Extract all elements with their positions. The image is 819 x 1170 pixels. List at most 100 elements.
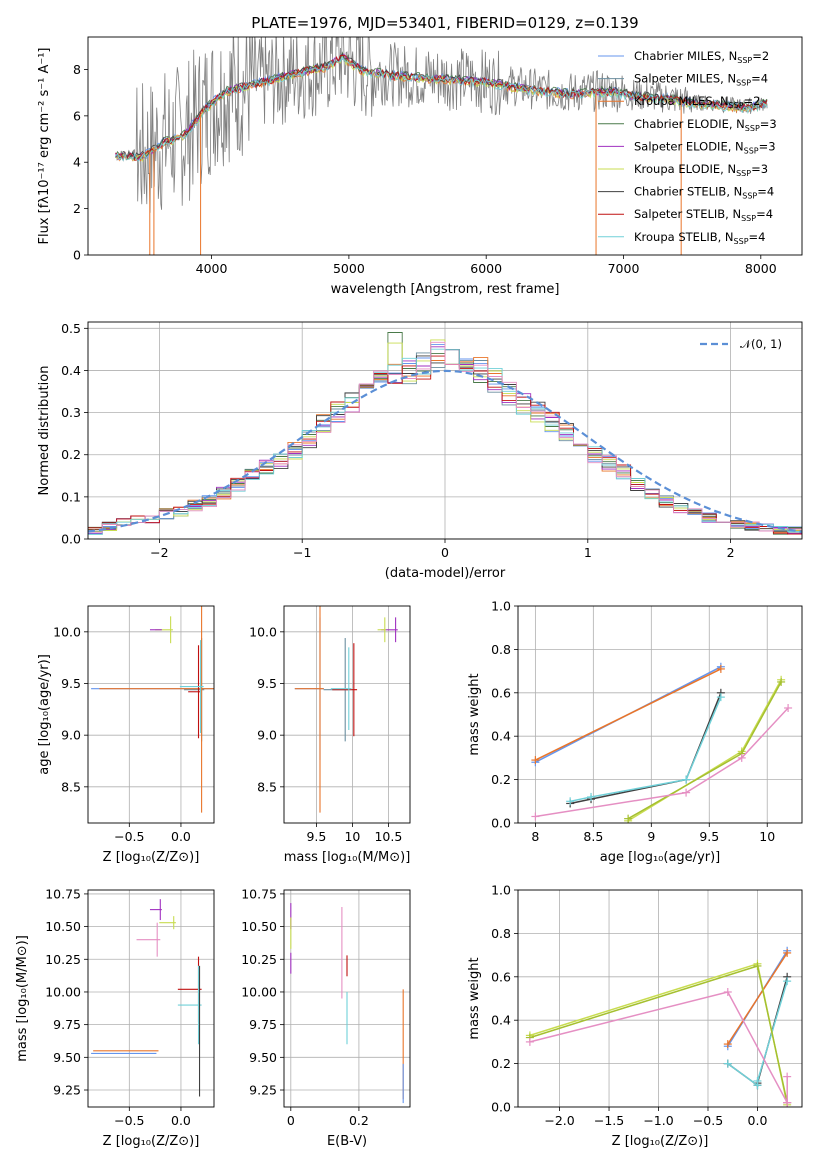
x-axis-label: mass [log₁₀(M/M⊙)] xyxy=(284,850,411,865)
y-tick-label: 10.25 xyxy=(45,952,81,967)
y-tick-label: 0.1 xyxy=(61,489,81,504)
errorbar-point xyxy=(159,916,176,930)
y-axis-label: Normed distribution xyxy=(37,366,52,496)
y-tick-label: 10.50 xyxy=(45,919,81,934)
y-axis-label: mass weight xyxy=(467,673,482,755)
x-tick-label: 7000 xyxy=(608,261,640,276)
x-tick-label: −2 xyxy=(150,545,168,560)
legend-label: Chabrier STELIB, NSSP=4 xyxy=(634,185,774,201)
errorbar-point xyxy=(179,640,204,734)
weight-marker xyxy=(723,1059,732,1068)
plot-area xyxy=(115,37,768,255)
y-tick-label: 0.0 xyxy=(61,532,81,547)
weight-marker xyxy=(682,788,691,797)
y-tick-label: 0.6 xyxy=(491,685,511,700)
y-tick-label: 10.00 xyxy=(241,984,277,999)
x-tick-label: −0.5 xyxy=(114,829,144,844)
legend-label: Chabrier ELODIE, NSSP=3 xyxy=(634,117,777,133)
y-tick-label: 0.4 xyxy=(61,363,81,378)
y-tick-label: 2 xyxy=(73,201,81,216)
axes-frame xyxy=(283,605,411,824)
x-tick-label: 0.0 xyxy=(748,1113,768,1128)
weight-series xyxy=(727,952,788,1045)
y-tick-label: 9.25 xyxy=(249,1083,277,1098)
errorbar-point xyxy=(294,606,324,813)
x-axis-label: E(B-V) xyxy=(327,1134,367,1149)
x-tick-label: 1 xyxy=(584,545,592,560)
y-tick-label: 4 xyxy=(73,155,81,170)
y-tick-label: 0 xyxy=(73,248,81,263)
weight-marker xyxy=(777,677,786,686)
x-tick-label: 5000 xyxy=(333,261,365,276)
weight-marker xyxy=(783,1098,792,1107)
normal-curve xyxy=(88,369,802,533)
weight-marker xyxy=(525,1037,534,1046)
x-tick-label: 0 xyxy=(287,1113,295,1128)
y-axis-label: Flux [fλ10⁻¹⁷ erg cm⁻² s⁻¹ A⁻¹] xyxy=(37,48,52,245)
x-tick-label: 10 xyxy=(344,829,360,844)
weight-marker xyxy=(753,1076,762,1085)
x-tick-label: −1 xyxy=(293,545,311,560)
y-tick-label: 1.0 xyxy=(491,883,511,898)
legend-label: Salpeter MILES, NSSP=4 xyxy=(634,72,768,88)
y-tick-label: 0.2 xyxy=(491,1056,511,1071)
y-tick-label: 0.2 xyxy=(491,772,511,787)
y-tick-label: 9.5 xyxy=(61,676,81,691)
figure-title: PLATE=1976, MJD=53401, FIBERID=0129, z=0… xyxy=(251,14,638,32)
x-tick-label: −0.5 xyxy=(114,1113,144,1128)
legend-label: 𝒩(0, 1) xyxy=(740,337,782,351)
weight-marker xyxy=(737,753,746,762)
y-tick-label: 9.75 xyxy=(249,1017,277,1032)
x-tick-label: −2.0 xyxy=(544,1113,574,1128)
x-tick-label: 0.2 xyxy=(349,1113,369,1128)
x-tick-label: −0.5 xyxy=(693,1113,723,1128)
y-tick-label: 9.50 xyxy=(249,1050,277,1065)
weight-series xyxy=(570,696,722,803)
y-tick-label: 10.25 xyxy=(241,952,277,967)
x-tick-label: 0 xyxy=(441,545,449,560)
x-axis-label: Z [log₁₀(Z/Z⊙)] xyxy=(103,1134,200,1149)
weight-marker xyxy=(566,797,575,806)
y-tick-label: 10.0 xyxy=(249,624,277,639)
errorbar-point xyxy=(136,922,161,957)
plot-area xyxy=(88,606,214,823)
plot-area xyxy=(518,606,802,823)
weight-marker xyxy=(784,703,793,712)
x-tick-label: 4000 xyxy=(196,261,228,276)
x-tick-label: 0.0 xyxy=(171,829,191,844)
weight-marker xyxy=(531,756,540,765)
y-tick-label: 0.0 xyxy=(491,816,511,831)
errorbar-point xyxy=(330,647,352,730)
y-tick-label: 0.2 xyxy=(61,447,81,462)
y-tick-label: 0.3 xyxy=(61,405,81,420)
weight-marker xyxy=(587,792,596,801)
y-tick-label: 9.50 xyxy=(53,1050,81,1065)
y-tick-label: 9.25 xyxy=(53,1083,81,1098)
errorbar-point xyxy=(99,606,214,813)
y-tick-label: 8.5 xyxy=(257,779,277,794)
y-tick-label: 0.5 xyxy=(61,321,81,336)
y-tick-label: 10.75 xyxy=(45,886,81,901)
axes-frame xyxy=(517,889,803,1108)
legend-label: Kroupa ELODIE, NSSP=3 xyxy=(634,162,768,178)
y-tick-label: 0.6 xyxy=(491,969,511,984)
axes-frame xyxy=(283,889,411,1108)
y-tick-label: 0.0 xyxy=(491,1100,511,1115)
model-spectrum xyxy=(115,52,768,161)
weight-marker xyxy=(624,814,633,823)
x-tick-label: −1.5 xyxy=(594,1113,624,1128)
panel-mass_vs_ebv: 0 0.2 9.25 9.50 9.75 10.00 10.25 10.50 10.75 E(B-… xyxy=(241,886,411,1149)
errorbar-point xyxy=(188,645,201,739)
y-axis-label: age [log₁₀(age/yr)] xyxy=(37,654,52,775)
weight-series xyxy=(535,707,789,818)
y-tick-label: 0.8 xyxy=(491,926,511,941)
weight-marker xyxy=(682,775,691,784)
x-axis-label: Z [log₁₀(Z/Z⊙)] xyxy=(612,1134,709,1149)
y-tick-label: 9.5 xyxy=(257,676,277,691)
x-axis-label: age [log₁₀(age/yr)] xyxy=(600,850,721,865)
x-tick-label: 8.5 xyxy=(583,829,603,844)
spectrum-legend: Chabrier MILES, NSSP=2 Salpeter MILES, NS… xyxy=(598,49,777,246)
weight-marker xyxy=(531,812,540,821)
y-axis-label: mass [log₁₀(M/M⊙)] xyxy=(15,935,30,1062)
errorbar-point xyxy=(377,617,386,643)
